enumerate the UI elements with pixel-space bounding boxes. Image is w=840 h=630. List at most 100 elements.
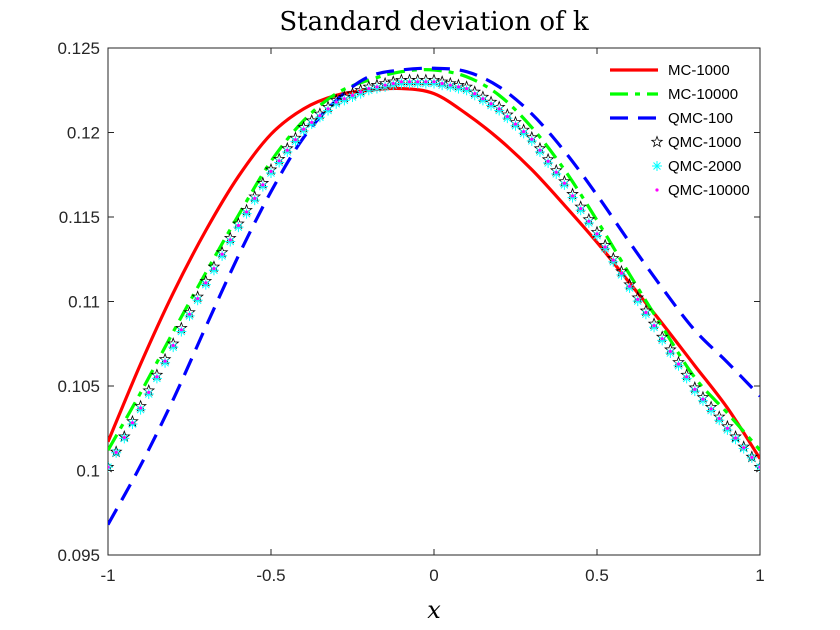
marker-point	[114, 450, 118, 454]
legend-label: MC-10000	[668, 86, 738, 103]
marker-point	[456, 85, 461, 89]
legend-item: QMC-2000	[652, 158, 741, 175]
marker-point	[652, 323, 656, 328]
marker-point	[233, 222, 244, 233]
marker-point	[108, 460, 115, 473]
legend-label: QMC-100	[668, 110, 733, 127]
marker-point	[391, 81, 395, 86]
marker-point	[171, 343, 175, 348]
legend-item: MC-1000	[610, 62, 730, 79]
marker-point	[298, 125, 309, 136]
marker-point	[526, 135, 537, 146]
marker-point	[147, 390, 151, 394]
marker-point	[163, 359, 167, 363]
marker-point	[600, 243, 611, 254]
marker-point	[269, 169, 273, 173]
marker-point	[306, 119, 317, 130]
marker-point	[399, 80, 403, 84]
marker-point	[236, 223, 240, 228]
marker-point	[187, 312, 192, 316]
marker-point	[673, 360, 684, 371]
x-tick-label: 0.5	[585, 566, 609, 585]
chart-title: Standard deviation of k	[279, 7, 588, 37]
legend-item: QMC-1000	[650, 134, 741, 151]
marker-point	[266, 168, 276, 179]
marker-point	[323, 105, 334, 116]
marker-point	[685, 375, 689, 379]
marker-point	[375, 85, 379, 89]
marker-point	[122, 435, 126, 440]
marker-point	[212, 266, 216, 271]
legend-marker	[650, 135, 664, 148]
legend-item: QMC-100	[610, 110, 733, 127]
marker-point	[274, 157, 285, 168]
marker-point	[701, 397, 705, 401]
x-tick-label: -1	[100, 566, 115, 585]
marker-point	[486, 100, 497, 111]
legend-label: MC-1000	[668, 62, 730, 79]
marker-point	[758, 465, 760, 469]
marker-point	[619, 271, 624, 275]
marker-point	[160, 357, 171, 368]
marker-point	[722, 424, 733, 435]
plot-frame	[107, 47, 761, 556]
x-tick-label: 0	[429, 566, 438, 585]
marker-point	[437, 80, 448, 91]
marker-point	[628, 284, 632, 288]
marker-point	[257, 181, 268, 192]
marker-point	[522, 130, 526, 134]
marker-point	[135, 404, 146, 415]
marker-point	[220, 252, 224, 256]
marker-point	[668, 349, 672, 353]
marker-point	[603, 245, 607, 249]
legend-item: MC-10000	[610, 86, 738, 103]
marker-point	[693, 387, 697, 391]
marker-point	[530, 137, 534, 141]
marker-point	[676, 362, 681, 366]
marker-point	[518, 128, 529, 139]
marker-point	[208, 265, 219, 276]
marker-point	[725, 426, 730, 430]
marker-point	[130, 421, 135, 425]
marker-point	[513, 122, 518, 126]
marker-point	[424, 80, 428, 84]
marker-point	[477, 95, 488, 106]
marker-point	[453, 83, 464, 94]
marker-point	[249, 195, 260, 206]
marker-point	[184, 310, 195, 321]
marker-point	[200, 279, 211, 290]
legend-marker	[655, 188, 659, 192]
series-MC-10000	[108, 68, 760, 452]
marker-point	[326, 107, 330, 111]
x-tick-label: 1	[755, 566, 764, 585]
marker-point	[151, 373, 162, 384]
marker-point	[640, 309, 651, 320]
marker-point	[632, 296, 643, 307]
marker-point	[660, 337, 664, 341]
y-tick-label: 0.125	[57, 39, 100, 58]
marker-point	[302, 127, 306, 131]
marker-point	[755, 462, 760, 473]
marker-point	[510, 120, 521, 131]
marker-point	[562, 181, 567, 185]
marker-point	[559, 179, 570, 190]
marker-point	[592, 230, 602, 241]
marker-point	[143, 389, 154, 400]
marker-point	[355, 88, 366, 99]
marker-point	[331, 98, 342, 109]
marker-point	[644, 310, 648, 315]
legend-label: QMC-2000	[668, 158, 741, 175]
marker-point	[367, 86, 371, 91]
marker-point	[380, 81, 391, 92]
marker-point	[551, 168, 562, 179]
marker-point	[334, 100, 338, 104]
marker-point	[225, 236, 236, 247]
legend-item: QMC-10000	[655, 182, 750, 199]
marker-point	[347, 92, 358, 103]
marker-point	[689, 386, 700, 397]
marker-point	[407, 80, 412, 84]
axes-layer: -1 -0.5 0 0.5 1 0.095 0.1 0.105 0.11 0.115 0.12 0.1…	[57, 39, 764, 585]
marker-point	[282, 146, 293, 157]
y-tick-label: 0.095	[57, 546, 100, 565]
